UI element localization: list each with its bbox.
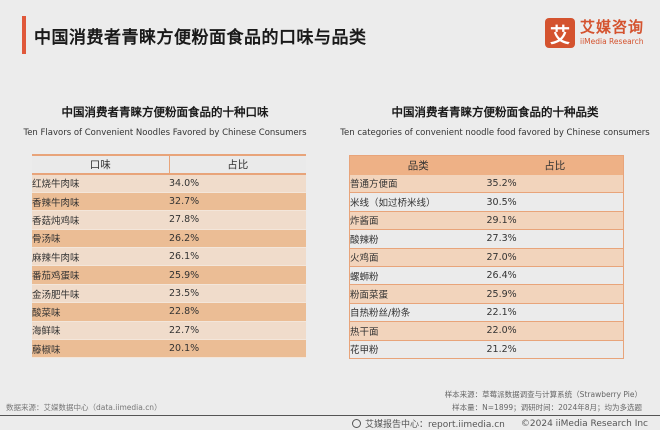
column-header-flavor: 口味 (32, 154, 170, 175)
table-row: 普通方便面 35.2% (349, 174, 624, 194)
table-row: 炸酱面 29.1% (349, 211, 624, 231)
table-row: 火鸡面 27.0% (349, 248, 624, 267)
table-row: 花甲粉 21.2% (349, 340, 624, 359)
footer-divider (0, 415, 660, 416)
category-share: 26.4% (486, 266, 624, 286)
category-table-subtitle: Ten categories of convenient noodle food… (340, 128, 650, 138)
flavor-share: 34.0% (169, 174, 306, 193)
copyright: ©2024 iiMedia Research Inc (520, 418, 648, 429)
flavor-share: 22.8% (169, 302, 306, 322)
category-share: 35.2% (486, 174, 624, 194)
category-share: 22.1% (486, 303, 624, 323)
table-row: 米线（如过桥米线） 30.5% (349, 192, 624, 212)
flavor-share: 22.7% (169, 321, 306, 341)
flavor-name: 番茄鸡蛋味 (32, 265, 169, 285)
column-header-share: 占比 (486, 155, 624, 175)
category-table-title: 中国消费者青睐方便粉面食品的十种品类 (391, 105, 599, 119)
column-header-share: 占比 (169, 154, 306, 175)
flavor-share: 26.1% (169, 247, 306, 267)
category-name: 火鸡面 (349, 248, 487, 267)
flavor-name: 酸菜味 (32, 302, 169, 322)
flavor-table-title: 中国消费者青睐方便粉面食品的十种口味 (61, 105, 269, 119)
category-share: 21.2% (486, 340, 624, 359)
category-name: 花甲粉 (349, 340, 487, 359)
sample-info-note: 样本量：N=1899；调研时间：2024年8月；均为多选题 (452, 403, 642, 412)
category-share: 27.3% (486, 229, 624, 249)
table-row: 金汤肥牛味 23.5% (32, 284, 306, 304)
category-share: 22.0% (486, 321, 624, 341)
flavor-share: 27.8% (169, 210, 306, 230)
page-title: 中国消费者青睐方便粉面食品的口味与品类 (34, 27, 367, 48)
table-row: 热干面 22.0% (349, 321, 624, 341)
table-row: 酸辣粉 27.3% (349, 229, 624, 249)
category-panel-heading: 中国消费者青睐方便粉面食品的十种品类 Ten categories of con… (330, 104, 660, 138)
table-row: 红烧牛肉味 34.0% (32, 174, 306, 193)
table-row: 麻辣牛肉味 26.1% (32, 247, 306, 267)
title-bar: 中国消费者青睐方便粉面食品的口味与品类 (22, 16, 367, 54)
table-row: 骨汤味 26.2% (32, 229, 306, 249)
category-name: 热干面 (349, 321, 487, 341)
flavor-name: 金汤肥牛味 (32, 284, 169, 304)
footer: 艾媒报告中心：report.iimedia.cn ©2024 iiMedia R… (351, 417, 648, 430)
category-name: 粉面菜蛋 (349, 284, 487, 304)
column-header-category: 品类 (349, 155, 487, 175)
flavor-share: 20.1% (169, 339, 306, 359)
table-row: 酸菜味 22.8% (32, 302, 306, 322)
title-accent-bar (22, 16, 26, 54)
category-share: 30.5% (486, 192, 624, 212)
table-row: 香菇炖鸡味 27.8% (32, 210, 306, 230)
flavor-name: 香辣牛肉味 (32, 192, 169, 212)
table-row: 螺蛳粉 26.4% (349, 266, 624, 286)
sample-notes: 样本来源：草莓派数据调查与计算系统（Strawberry Pie） 样本量：N=… (445, 388, 642, 414)
table-header-row: 品类 占比 (349, 155, 624, 175)
category-name: 普通方便面 (349, 174, 487, 194)
flavor-share: 25.9% (169, 265, 306, 285)
table-row: 自热粉丝/粉条 22.1% (349, 303, 624, 323)
flavor-name: 海鲜味 (32, 321, 169, 341)
category-share: 27.0% (486, 248, 624, 267)
table-row: 番茄鸡蛋味 25.9% (32, 265, 306, 285)
logo-cn-text: 艾媒咨询 (579, 18, 644, 37)
flavor-share: 23.5% (169, 284, 306, 304)
flavor-table-subtitle: Ten Flavors of Convenient Noodles Favore… (23, 128, 307, 138)
category-share: 29.1% (486, 211, 624, 231)
report-center-link[interactable]: 艾媒报告中心：report.iimedia.cn (364, 420, 505, 430)
table-row: 海鲜味 22.7% (32, 321, 306, 341)
flavor-name: 麻辣牛肉味 (32, 247, 169, 267)
flavor-panel-heading: 中国消费者青睐方便粉面食品的十种口味 Ten Flavors of Conven… (0, 104, 330, 138)
logo-en-text: iiMedia Research (579, 37, 644, 47)
data-source-note: 数据来源：艾媒数据中心（data.iimedia.cn） (6, 403, 162, 412)
flavor-name: 香菇炖鸡味 (32, 210, 169, 230)
category-name: 酸辣粉 (349, 229, 487, 249)
logo-icon: 艾 (544, 18, 575, 48)
category-share: 25.9% (486, 284, 624, 304)
table-header-row: 口味 占比 (32, 154, 306, 175)
flavor-table: 口味 占比 红烧牛肉味 34.0% 香辣牛肉味 32.7% 香菇炖鸡味 27.8% 骨… (32, 154, 306, 359)
flavor-share: 26.2% (169, 229, 306, 249)
flavor-name: 藤椒味 (32, 339, 169, 359)
category-name: 自热粉丝/粉条 (349, 303, 487, 323)
logo: 艾 艾媒咨询 iiMedia Research (544, 18, 644, 48)
category-name: 螺蛳粉 (349, 266, 487, 286)
table-row: 香辣牛肉味 32.7% (32, 192, 306, 212)
flavor-name: 骨汤味 (32, 229, 169, 249)
category-table: 品类 占比 普通方便面 35.2% 米线（如过桥米线） 30.5% 炸酱面 29.1%… (349, 155, 624, 359)
category-name: 米线（如过桥米线） (349, 192, 487, 212)
flavor-share: 32.7% (169, 192, 306, 212)
category-name: 炸酱面 (349, 211, 487, 231)
sample-source-note: 样本来源：草莓派数据调查与计算系统（Strawberry Pie） (444, 390, 642, 399)
table-row: 粉面菜蛋 25.9% (349, 284, 624, 304)
report-center-icon (351, 419, 361, 428)
flavor-name: 红烧牛肉味 (32, 174, 169, 193)
table-row: 藤椒味 20.1% (32, 339, 306, 359)
